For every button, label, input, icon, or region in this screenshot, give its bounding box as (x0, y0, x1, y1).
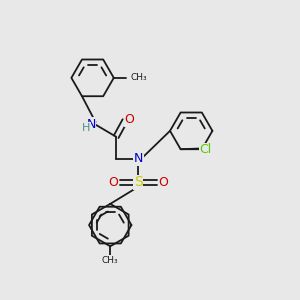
Text: CH₃: CH₃ (131, 74, 148, 82)
Text: N: N (134, 152, 143, 165)
Text: N: N (86, 118, 96, 130)
Text: CH₃: CH₃ (102, 256, 119, 265)
Text: S: S (134, 176, 142, 189)
Text: H: H (82, 123, 90, 133)
Text: O: O (158, 176, 168, 189)
Text: Cl: Cl (199, 143, 212, 157)
Text: O: O (108, 176, 118, 189)
Text: O: O (125, 113, 135, 126)
